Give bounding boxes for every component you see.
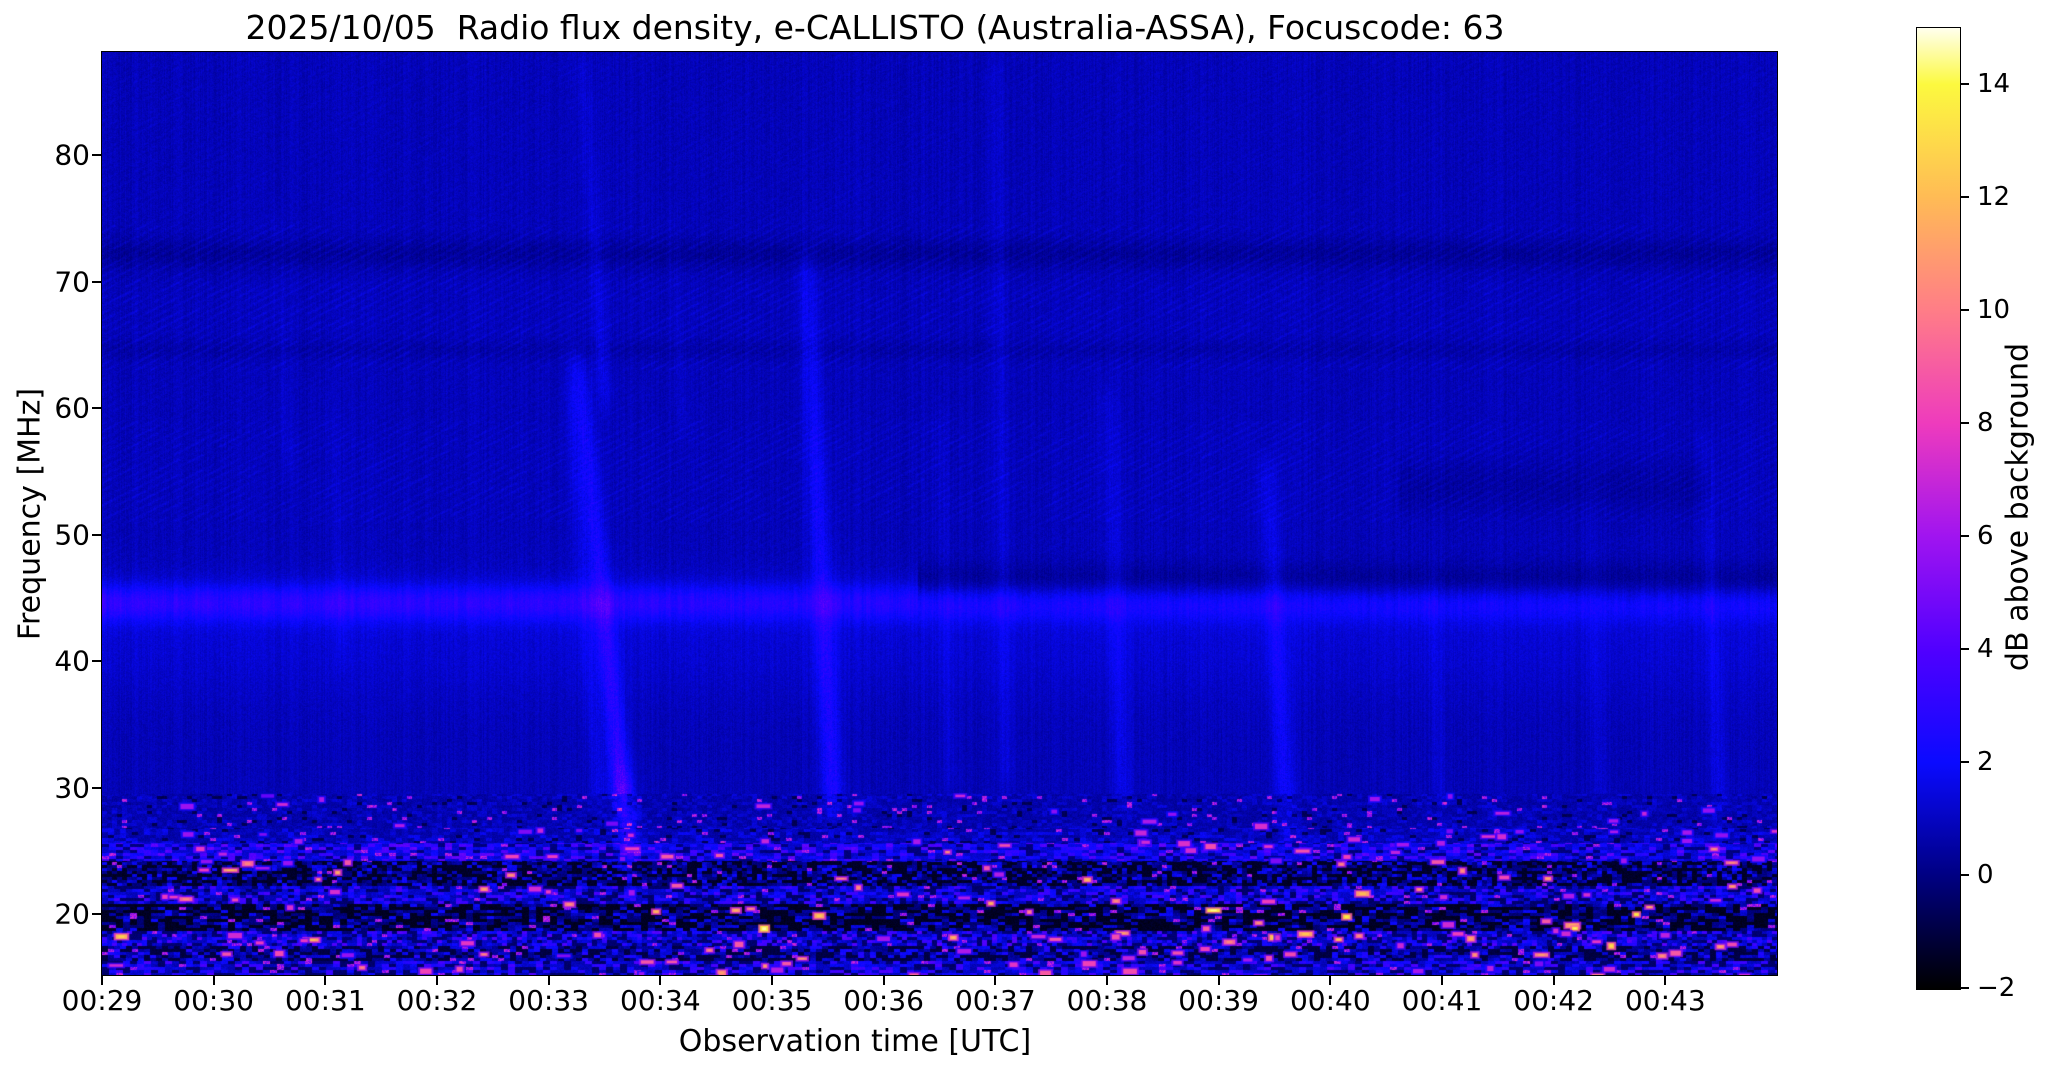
x-tick-label: 00:40 xyxy=(1289,984,1371,1017)
y-tick-mark xyxy=(92,660,101,663)
x-tick-label: 00:30 xyxy=(173,984,255,1017)
x-tick-mark xyxy=(212,976,215,985)
x-tick-label: 00:37 xyxy=(954,984,1036,1017)
x-axis-label: Observation time [UTC] xyxy=(678,1024,1032,1059)
x-tick-label: 00:33 xyxy=(508,984,590,1017)
colorbar-tick-mark xyxy=(1961,873,1969,876)
y-tick-mark xyxy=(92,154,101,157)
plot-area xyxy=(100,50,1778,976)
y-tick-mark xyxy=(92,407,101,410)
x-tick-mark xyxy=(1329,976,1332,985)
x-tick-label: 00:36 xyxy=(843,984,925,1017)
colorbar-tick-label: 4 xyxy=(1977,633,1994,664)
y-tick-label: 60 xyxy=(54,391,90,425)
colorbar-label: dB above background xyxy=(2000,342,2036,672)
x-tick-mark xyxy=(547,976,550,985)
x-tick-mark xyxy=(1664,976,1667,985)
x-tick-mark xyxy=(1552,976,1555,985)
colorbar-tick-label: 0 xyxy=(1977,859,1994,890)
colorbar-tick-mark xyxy=(1961,82,1969,85)
y-tick-mark xyxy=(92,280,101,283)
x-tick-mark xyxy=(436,976,438,985)
x-tick-label: 00:41 xyxy=(1401,984,1483,1017)
colorbar-tick-mark xyxy=(1961,987,1969,989)
x-tick-label: 00:31 xyxy=(284,984,366,1017)
x-tick-mark xyxy=(324,976,327,985)
x-tick-label: 00:39 xyxy=(1178,984,1260,1017)
colorbar-tick-mark xyxy=(1961,647,1969,650)
y-tick-label: 30 xyxy=(54,771,90,805)
x-tick-mark xyxy=(1106,976,1108,985)
x-tick-mark xyxy=(659,976,662,985)
y-tick-label: 70 xyxy=(54,265,90,299)
colorbar-tick-label: −2 xyxy=(1977,973,2016,1003)
x-tick-label: 00:32 xyxy=(396,984,478,1017)
colorbar-tick-label: 10 xyxy=(1977,294,2011,325)
x-tick-label: 00:43 xyxy=(1624,984,1706,1017)
x-tick-mark xyxy=(101,976,103,985)
y-tick-mark xyxy=(92,533,101,536)
chart-title: 2025/10/05 Radio flux density, e-CALLIST… xyxy=(245,8,1505,47)
x-tick-mark xyxy=(994,976,997,985)
colorbar-tick-label: 12 xyxy=(1977,181,2011,212)
y-tick-mark xyxy=(92,786,101,789)
colorbar-tick-label: 14 xyxy=(1977,68,2011,99)
x-tick-mark xyxy=(882,976,885,985)
colorbar xyxy=(1916,27,1961,990)
colorbar-tick-mark xyxy=(1961,534,1969,537)
x-tick-label: 00:29 xyxy=(61,984,143,1017)
colorbar-tick-mark xyxy=(1961,195,1969,198)
colorbar-tick-mark xyxy=(1961,760,1969,763)
colorbar-tick-label: 2 xyxy=(1977,746,1994,777)
y-tick-mark xyxy=(92,913,101,916)
y-tick-label: 20 xyxy=(54,897,90,931)
y-tick-label: 80 xyxy=(54,138,90,172)
y-axis-label: Frequency [MHz] xyxy=(12,387,48,641)
x-tick-label: 00:35 xyxy=(731,984,813,1017)
spectrogram-canvas xyxy=(101,51,1777,975)
x-tick-mark xyxy=(1217,976,1220,985)
x-tick-mark xyxy=(1441,976,1443,985)
y-tick-label: 40 xyxy=(54,644,90,678)
x-tick-label: 00:38 xyxy=(1066,984,1148,1017)
x-tick-label: 00:42 xyxy=(1513,984,1595,1017)
colorbar-tick-label: 6 xyxy=(1977,520,1994,551)
colorbar-tick-mark xyxy=(1961,308,1969,311)
y-tick-label: 50 xyxy=(54,518,90,552)
x-tick-label: 00:34 xyxy=(619,984,701,1017)
colorbar-tick-mark xyxy=(1961,421,1969,424)
colorbar-tick-label: 8 xyxy=(1977,407,1994,438)
x-tick-mark xyxy=(771,976,773,985)
